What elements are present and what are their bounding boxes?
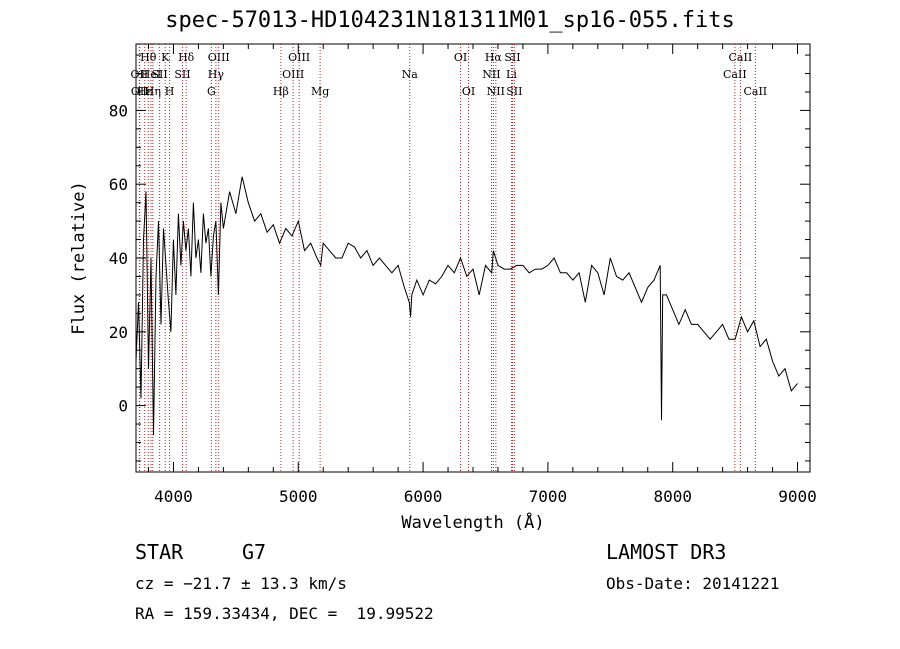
- x-tick-label-2: 6000: [404, 487, 443, 506]
- line-marker-label-28: CaII: [723, 68, 747, 81]
- line-marker-label-7: SII: [151, 68, 167, 81]
- line-marker-label-19: OI: [454, 51, 467, 64]
- line-marker-label-16: Hβ: [273, 85, 289, 98]
- x-tick-label-0: 4000: [154, 487, 193, 506]
- plot-frame: [135, 43, 811, 473]
- y-tick-label-1: 20: [109, 323, 128, 342]
- line-marker-label-22: NII: [482, 68, 500, 81]
- line-marker-label-12: Hγ: [208, 68, 225, 81]
- line-marker-label-14: OIII: [288, 51, 310, 64]
- redshift-cz: cz = −21.7 ± 13.3 km/s: [135, 574, 347, 593]
- line-marker-label-21: Hα: [485, 51, 503, 64]
- line-marker-label-25: Li: [506, 68, 517, 81]
- line-marker-label-17: Mg: [311, 85, 329, 98]
- y-tick-label-0: 0: [118, 397, 128, 416]
- line-marker-label-1: OII: [131, 68, 149, 81]
- line-marker-label-18: Na: [402, 68, 419, 81]
- line-marker-label-0: Hθ: [140, 51, 157, 64]
- line-marker-label-10: SII: [174, 68, 190, 81]
- line-marker-label-6: K: [161, 51, 170, 64]
- x-tick-label-3: 7000: [529, 487, 568, 506]
- survey-name: LAMOST DR3: [606, 540, 727, 564]
- line-marker-label-24: SII: [504, 51, 520, 64]
- emission-line-labels: HθOIIOIIHεHeIHηKSIIHHδSIIOIIIHγGOIIIOIII…: [131, 51, 768, 98]
- x-tick-label-4: 8000: [653, 487, 692, 506]
- emission-line-markers: [138, 44, 756, 472]
- y-tick-label-3: 60: [109, 175, 128, 194]
- object-class: STAR: [135, 540, 184, 564]
- x-tick-label-5: 9000: [778, 487, 817, 506]
- line-marker-label-13: G: [207, 85, 216, 98]
- spectrum-line: [135, 176, 798, 436]
- line-marker-label-11: OIII: [208, 51, 230, 64]
- line-marker-label-4: HeI: [141, 68, 161, 81]
- y-axis-label: Flux (relative): [69, 181, 89, 335]
- observation-date: Obs-Date: 20141221: [606, 574, 780, 593]
- line-marker-label-29: CaII: [743, 85, 767, 98]
- ra-dec-coordinates: RA = 159.33434, DEC = 19.99522: [135, 604, 434, 623]
- x-axis-label: Wavelength (Å): [401, 511, 544, 533]
- line-marker-label-9: Hδ: [178, 51, 195, 64]
- line-marker-label-8: H: [165, 85, 175, 98]
- y-tick-label-2: 40: [109, 249, 128, 268]
- y-tick-label-4: 80: [109, 101, 128, 120]
- line-marker-label-27: CaII: [729, 51, 753, 64]
- line-marker-label-26: SII: [506, 85, 522, 98]
- line-marker-label-3: Hε: [137, 85, 153, 98]
- line-marker-label-20: OI: [462, 85, 475, 98]
- x-tick-label-1: 5000: [279, 487, 318, 506]
- line-marker-label-15: OIII: [282, 68, 304, 81]
- axis-ticks: 4000 5000 6000 7000 8000 9000 0 20 40 60 80: [109, 44, 817, 506]
- chart-title: spec-57013-HD104231N181311M01_sp16-055.f…: [165, 8, 735, 33]
- object-subclass: G7: [242, 540, 267, 564]
- line-marker-label-5: Hη: [145, 85, 161, 98]
- line-marker-label-23: NII: [487, 85, 505, 98]
